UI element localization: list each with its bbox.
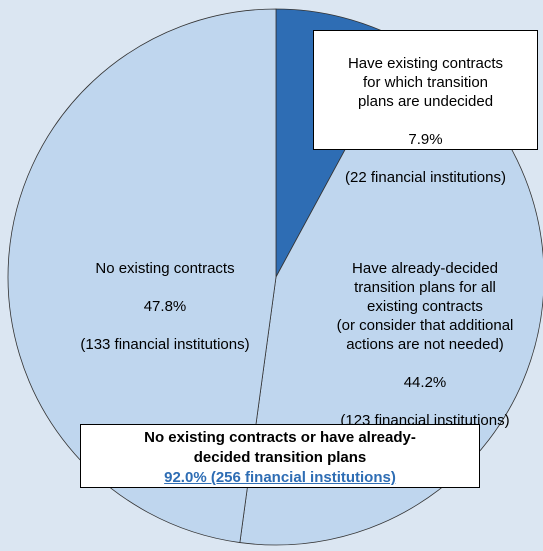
annotation-value: 92.0% (256 financial institutions) [164, 469, 396, 486]
slice-label: Have existing contracts for which transi… [313, 30, 538, 186]
slice-name: Have existing contracts for which transi… [347, 55, 504, 110]
pie-slice [7, 8, 277, 544]
slice-name: Have already-decided transition plans fo… [336, 260, 514, 353]
annotation-box: No existing contracts or have already-de… [80, 424, 480, 488]
slice-value: 47.8% [143, 298, 187, 315]
annotation-text: No existing contracts or have already-de… [144, 429, 416, 466]
slice-value: 44.2% [403, 374, 447, 391]
slice-label: No existing contracts 47.8% (133 financi… [40, 240, 290, 373]
slice-count: (22 financial institutions) [345, 169, 506, 186]
slice-value: 7.9% [408, 131, 443, 148]
slice-count: (133 financial institutions) [80, 336, 250, 353]
slice-label: Have already-decided transition plans fo… [300, 240, 543, 449]
slice-name: No existing contracts [95, 260, 235, 277]
